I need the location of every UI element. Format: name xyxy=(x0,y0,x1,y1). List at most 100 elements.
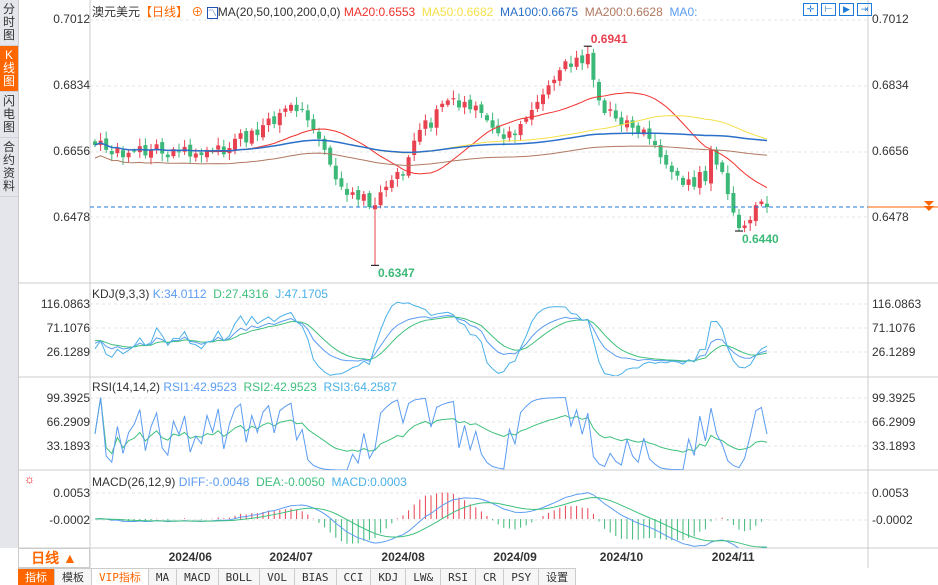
jump-end-icon[interactable]: ⇥ xyxy=(857,3,872,16)
candle-body xyxy=(753,205,758,222)
macd-dea: DEA:-0.0050 xyxy=(256,475,325,489)
candle-body xyxy=(513,133,517,136)
candle-body xyxy=(557,70,562,81)
kdj-legend: KDJ(9,3,3) K:34.0112 D:27.4316 J:47.1705 xyxy=(92,287,328,301)
candle-body xyxy=(373,205,377,210)
price-tick-left: 0.6834 xyxy=(53,78,90,92)
candle-body xyxy=(473,105,478,111)
candle-body xyxy=(154,144,159,150)
kdj-tick-left: 71.1076 xyxy=(46,321,90,335)
chart-toolbar: ✛ ⊢ ▶ ⇥ xyxy=(803,3,872,16)
candle-body xyxy=(333,165,338,180)
crosshair-tool-icon[interactable]: ✛ xyxy=(803,3,818,16)
candle-body xyxy=(569,63,573,67)
candle-body xyxy=(468,99,473,110)
macd-legend: MACD(26,12,9) DIFF:-0.0048 DEA:-0.0050 M… xyxy=(92,475,407,489)
candle-body xyxy=(171,149,176,157)
candle-body xyxy=(619,117,624,126)
candle-body xyxy=(356,190,361,200)
candle-body xyxy=(742,225,747,229)
candle-body xyxy=(731,193,736,213)
ma0-value: MA0: xyxy=(669,5,698,19)
rsi-tick-left: 99.3925 xyxy=(46,391,90,405)
tab-vol[interactable]: VOL xyxy=(260,569,295,585)
candle-body xyxy=(384,186,389,191)
candle-body xyxy=(608,109,613,111)
candle-body xyxy=(501,134,506,139)
candle-body xyxy=(182,146,187,152)
tab-cr[interactable]: CR xyxy=(476,569,505,585)
candle-body xyxy=(412,140,417,156)
rsi-title: RSI(14,14,2) xyxy=(92,380,161,394)
candle-body xyxy=(300,108,305,110)
rsi1-line xyxy=(94,397,768,455)
kdj-tick-left: 116.0863 xyxy=(40,297,90,311)
tab-cci[interactable]: CCI xyxy=(336,569,372,585)
candle-body xyxy=(709,149,713,184)
candle-body xyxy=(277,112,282,126)
ma200-value: MA200:0.6628 xyxy=(584,5,663,19)
kdj-tick-right: 116.0863 xyxy=(872,297,922,311)
rsi-tick-right: 33.1893 xyxy=(872,439,916,453)
tab-lwr[interactable]: LW& xyxy=(406,569,442,585)
tab-templates[interactable]: 模板 xyxy=(55,569,92,585)
candle-body xyxy=(507,131,512,138)
play-icon[interactable]: ▶ xyxy=(839,3,854,16)
tab-kdj[interactable]: KDJ xyxy=(371,569,407,585)
candle-body xyxy=(641,129,646,135)
candle-body xyxy=(289,104,293,111)
tab-indicators[interactable]: 指标 xyxy=(18,569,55,585)
tab-boll[interactable]: BOLL xyxy=(218,569,261,585)
kdj-d: D:27.4316 xyxy=(213,287,269,301)
kdj-k: K:34.0112 xyxy=(152,287,207,301)
candle-body xyxy=(697,171,702,188)
candle-body xyxy=(636,125,641,134)
tab-ma[interactable]: MA xyxy=(148,569,178,585)
tab-rsi[interactable]: RSI xyxy=(441,569,476,585)
candle-body xyxy=(535,101,540,109)
symbol-name: 澳元美元 xyxy=(92,5,141,19)
tab-psy[interactable]: PSY xyxy=(504,569,540,585)
candle-body xyxy=(261,125,265,138)
candle-body xyxy=(613,110,618,119)
kdj-j: J:47.1705 xyxy=(275,287,328,301)
candle-body xyxy=(249,130,254,144)
tab-bias[interactable]: BIAS xyxy=(295,569,337,585)
sidebar-item-timeshare[interactable]: 分时图 xyxy=(0,0,18,46)
sidebar: 分时图 K线图 闪电图 合约资料 xyxy=(0,0,19,548)
candle-body xyxy=(378,192,383,206)
tab-macd[interactable]: MACD xyxy=(177,569,219,585)
candle-body xyxy=(653,141,657,146)
kdj-tick-right: 71.1076 xyxy=(872,321,916,335)
indicator-chart-icon[interactable]: 〽 xyxy=(206,7,218,19)
candle-body xyxy=(417,129,422,142)
candle-body xyxy=(339,178,344,187)
macd-diff: DIFF:-0.0048 xyxy=(178,475,250,489)
candle-body xyxy=(681,177,685,185)
rsi-tick-left: 66.2909 xyxy=(46,415,90,429)
ma20-line xyxy=(94,92,768,189)
tab-settings[interactable]: 设置 xyxy=(539,569,577,585)
macd-tick-left: -0.0002 xyxy=(49,513,90,527)
tab-vip-indicators[interactable]: VIP指标 xyxy=(92,569,149,585)
rsi-tick-left: 33.1893 xyxy=(46,439,90,453)
period-selector[interactable]: 日线 ▲ xyxy=(18,548,90,568)
rsi-tick-right: 99.3925 xyxy=(872,391,916,405)
sidebar-item-contract-info[interactable]: 合约资料 xyxy=(0,138,18,197)
kdj-tick-left: 26.1289 xyxy=(46,345,90,359)
candle-body xyxy=(233,138,237,151)
candle-body xyxy=(294,104,299,112)
settings-sun-icon[interactable]: ☼ xyxy=(24,472,35,486)
zoom-range-icon[interactable]: ⊢ xyxy=(821,3,836,16)
candle-body xyxy=(389,180,394,188)
candle-body xyxy=(104,138,109,150)
crosshair-icon[interactable]: ⊕ xyxy=(191,5,204,19)
sidebar-item-kline[interactable]: K线图 xyxy=(0,46,18,92)
candle-body xyxy=(737,214,741,229)
candle-body xyxy=(434,109,439,128)
sidebar-item-flash[interactable]: 闪电图 xyxy=(0,92,18,138)
candle-body xyxy=(350,192,355,195)
date-tick: 2024/08 xyxy=(381,550,425,564)
candle-body xyxy=(199,152,204,156)
